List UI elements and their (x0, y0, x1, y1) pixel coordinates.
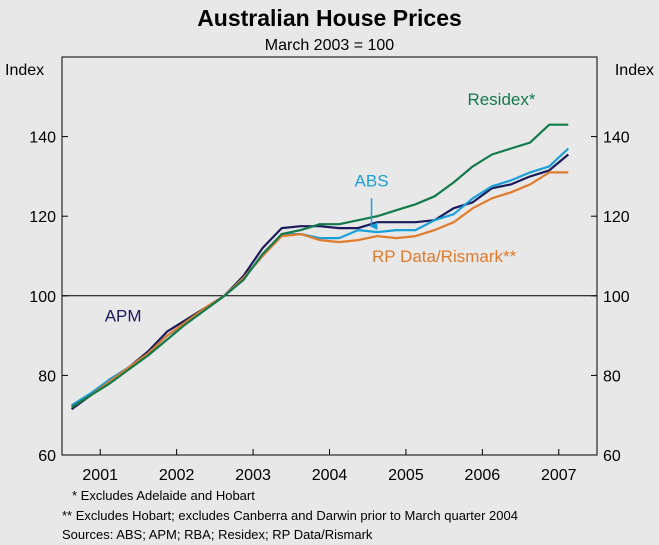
y-tick-label-right: 100 (603, 289, 630, 306)
x-tick-label-2003: 2003 (235, 467, 271, 484)
chart-subtitle: March 2003 = 100 (265, 37, 395, 54)
y-tick-label-left: 140 (29, 130, 56, 147)
y-tick-label-left: 80 (38, 368, 56, 385)
y-tick-label-right: 80 (603, 368, 621, 385)
x-tick-label-2005: 2005 (388, 467, 424, 484)
x-tick-label-2001: 2001 (82, 467, 118, 484)
y-tick-label-right: 60 (603, 448, 621, 465)
y-tick-label-left: 100 (29, 289, 56, 306)
x-tick-label-2006: 2006 (465, 467, 501, 484)
series-line-residex (71, 123, 569, 409)
y-tick-label-right: 120 (603, 209, 630, 226)
footnote-3: Sources: ABS; APM; RBA; Residex; RP Data… (62, 527, 373, 542)
footnote-2: ** Excludes Hobart; excludes Canberra an… (62, 508, 518, 523)
series-label-rp-data-rismark: RP Data/Rismark** (372, 247, 517, 266)
series-line-apm (70, 153, 570, 411)
y-tick-label-left: 60 (38, 448, 56, 465)
footnote-1: * Excludes Adelaide and Hobart (72, 488, 255, 503)
y-tick-label-left: 120 (29, 209, 56, 226)
chart-title: Australian House Prices (197, 5, 462, 31)
plot-area (61, 56, 598, 456)
y-tick-label-right: 140 (603, 130, 630, 147)
series-line-rp-data-rismark (71, 171, 569, 409)
y-axis-label-right: Index (615, 62, 654, 79)
x-tick-label-2004: 2004 (312, 467, 348, 484)
series-label-abs: ABS (355, 171, 389, 190)
y-axis-label-left: Index (5, 62, 44, 79)
x-tick-label-2007: 2007 (541, 467, 577, 484)
series-label-residex: Residex* (467, 90, 535, 109)
x-tick-label-2002: 2002 (159, 467, 195, 484)
series-label-apm: APM (105, 307, 142, 326)
